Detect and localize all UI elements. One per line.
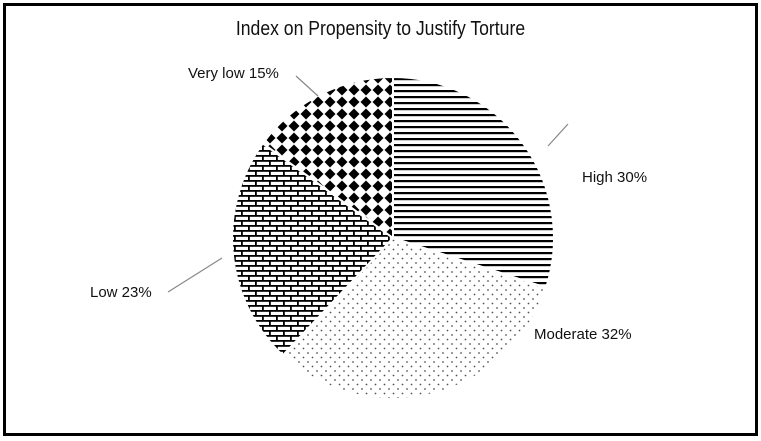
pie-slice-very-low [261, 75, 394, 240]
pie-slice-moderate [281, 236, 548, 400]
pie-slice-high [392, 75, 555, 290]
slice-label-moderate: Moderate 32% [534, 326, 632, 343]
slice-label-very-low: Very low 15% [188, 65, 279, 82]
slice-label-low: Low 23% [90, 284, 152, 301]
leader-line-very-low [295, 75, 319, 97]
leader-line-high [547, 123, 569, 147]
chart-title: Index on Propensity to Justify Torture [235, 18, 526, 40]
leader-line-low [167, 257, 223, 293]
slice-label-high: High 30% [582, 169, 647, 186]
pie-slice-low [231, 141, 395, 357]
